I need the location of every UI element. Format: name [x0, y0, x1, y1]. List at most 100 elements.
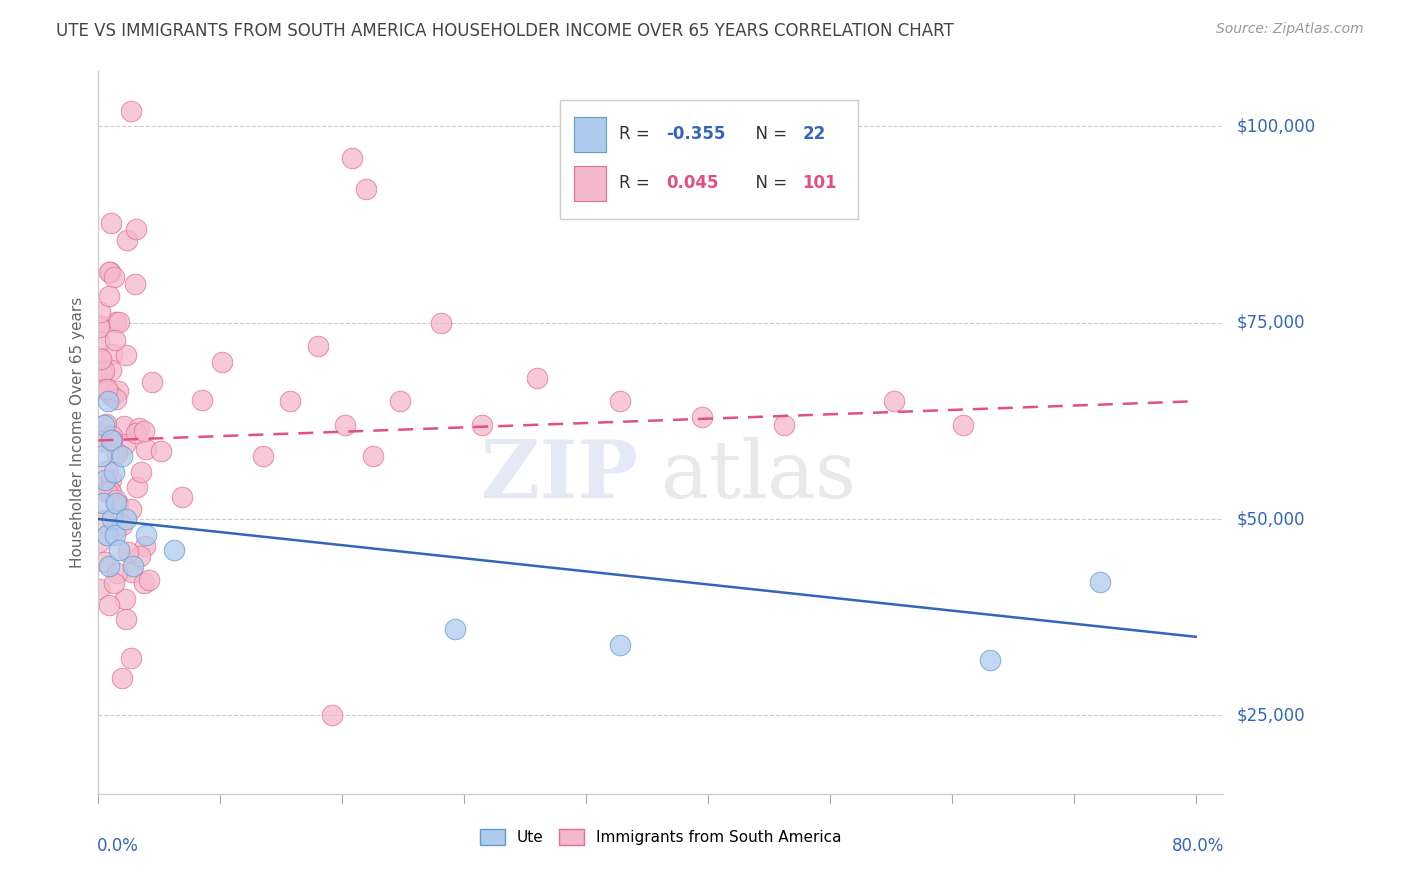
Point — [96, 527, 118, 541]
Point — [111, 449, 134, 463]
Point — [389, 394, 412, 409]
Point — [125, 425, 148, 440]
Point — [117, 545, 139, 559]
Point — [96, 464, 118, 478]
Point — [112, 419, 135, 434]
Point — [141, 375, 163, 389]
Point — [125, 221, 148, 235]
Point — [138, 574, 160, 588]
Point — [115, 233, 138, 247]
Text: R =: R = — [619, 125, 655, 144]
Point — [89, 318, 111, 333]
Point — [94, 473, 117, 487]
Point — [120, 651, 142, 665]
Point — [211, 355, 233, 369]
Point — [97, 384, 120, 399]
Point — [340, 151, 363, 165]
Point — [170, 490, 193, 504]
Point — [121, 566, 143, 580]
Point — [609, 394, 631, 409]
Text: N =: N = — [745, 125, 793, 144]
Point — [1088, 574, 1111, 589]
Point — [90, 352, 112, 367]
Text: 22: 22 — [803, 125, 825, 144]
Point — [93, 417, 115, 432]
Point — [101, 428, 124, 442]
Point — [129, 465, 152, 479]
Point — [120, 501, 142, 516]
Legend: Ute, Immigrants from South America: Ute, Immigrants from South America — [474, 823, 848, 851]
Point — [97, 289, 120, 303]
Point — [96, 484, 118, 499]
Point — [98, 599, 121, 613]
Point — [90, 434, 112, 448]
Text: 0.0%: 0.0% — [97, 838, 139, 855]
Text: $50,000: $50,000 — [1237, 510, 1306, 528]
Text: $100,000: $100,000 — [1237, 118, 1316, 136]
Point — [97, 265, 120, 279]
Text: Source: ZipAtlas.com: Source: ZipAtlas.com — [1216, 22, 1364, 37]
Text: ZIP: ZIP — [481, 437, 638, 515]
Point — [526, 370, 548, 384]
Point — [96, 382, 118, 396]
Point — [471, 417, 494, 432]
Point — [134, 539, 156, 553]
Text: 101: 101 — [803, 174, 837, 193]
Point — [321, 708, 343, 723]
Point — [100, 347, 122, 361]
Point — [87, 334, 110, 348]
Point — [93, 555, 115, 569]
Point — [690, 409, 713, 424]
Point — [100, 216, 122, 230]
Point — [191, 393, 214, 408]
Point — [120, 103, 142, 118]
Point — [335, 417, 357, 432]
Point — [100, 363, 122, 377]
Text: UTE VS IMMIGRANTS FROM SOUTH AMERICA HOUSEHOLDER INCOME OVER 65 YEARS CORRELATIO: UTE VS IMMIGRANTS FROM SOUTH AMERICA HOU… — [56, 22, 955, 40]
Point — [105, 315, 128, 329]
Point — [100, 485, 122, 500]
Point — [430, 316, 453, 330]
Point — [280, 394, 302, 409]
Point — [134, 576, 156, 591]
Point — [105, 522, 128, 536]
Point — [979, 653, 1001, 667]
Point — [125, 480, 148, 494]
Point — [93, 427, 115, 442]
Point — [89, 305, 111, 319]
Point — [90, 449, 112, 463]
Point — [307, 339, 329, 353]
Point — [100, 434, 122, 448]
Point — [97, 394, 120, 409]
Point — [101, 512, 124, 526]
Point — [103, 269, 125, 284]
Point — [98, 559, 121, 574]
Point — [90, 366, 112, 380]
Point — [105, 392, 128, 407]
Point — [773, 417, 796, 432]
Point — [98, 483, 121, 498]
Point — [111, 517, 134, 532]
Point — [129, 549, 152, 564]
Point — [89, 534, 111, 549]
Point — [103, 465, 125, 479]
Point — [252, 449, 274, 463]
Point — [101, 433, 124, 447]
Point — [105, 446, 128, 460]
Point — [111, 671, 134, 685]
Point — [103, 576, 125, 591]
Point — [114, 437, 136, 451]
FancyBboxPatch shape — [560, 100, 858, 219]
Point — [134, 424, 156, 438]
Point — [96, 417, 118, 431]
Point — [104, 527, 127, 541]
Point — [135, 442, 157, 457]
Text: $25,000: $25,000 — [1237, 706, 1306, 724]
Point — [115, 612, 138, 626]
Text: 80.0%: 80.0% — [1173, 838, 1225, 855]
Point — [93, 382, 115, 396]
Point — [89, 320, 111, 334]
Point — [124, 277, 146, 291]
Text: $75,000: $75,000 — [1237, 314, 1306, 332]
Point — [104, 333, 127, 347]
